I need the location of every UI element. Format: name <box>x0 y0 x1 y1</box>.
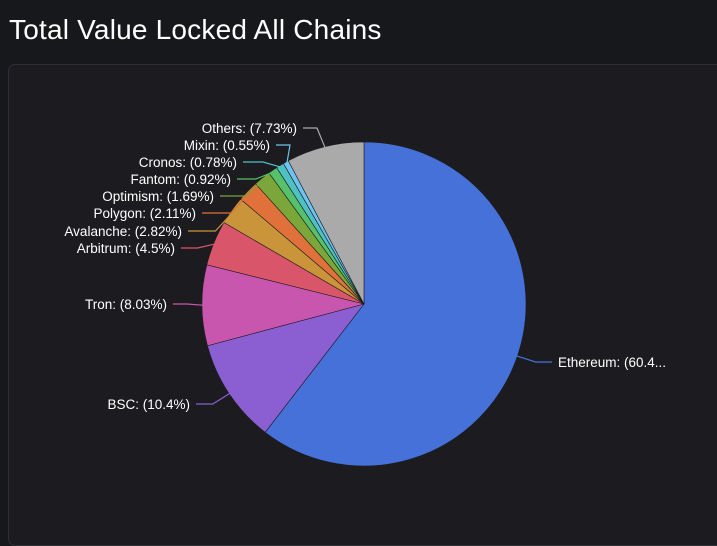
pie-slices <box>201 141 527 467</box>
leader-line-cronos <box>243 161 282 168</box>
slice-label-ethereum: Ethereum: (60.4... <box>558 355 666 370</box>
slice-label-tron: Tron: (8.03%) <box>85 297 167 312</box>
slice-label-optimism: Optimism: (1.69%) <box>102 189 214 204</box>
leader-line-bsc <box>196 392 232 405</box>
slice-label-cronos: Cronos: (0.78%) <box>139 155 237 170</box>
slice-label-arbitrum: Arbitrum: (4.5%) <box>77 241 175 256</box>
slice-label-others: Others: (7.73%) <box>202 121 297 136</box>
leader-line-avalanche <box>188 211 234 232</box>
slice-label-fantom: Fantom: (0.92%) <box>130 172 231 187</box>
slice-label-avalanche: Avalanche: (2.82%) <box>64 224 182 239</box>
page-title: Total Value Locked All Chains <box>9 14 382 45</box>
slice-label-mixin: Mixin: (0.55%) <box>184 138 270 153</box>
leader-line-ethereum <box>515 355 552 363</box>
pie-chart: Ethereum: (60.4... BSC: (10.4%) Tron: (8.0… <box>64 121 666 467</box>
slice-labels: Ethereum: (60.4... BSC: (10.4%) Tron: (8.0… <box>64 121 666 412</box>
slice-label-bsc: BSC: (10.4%) <box>107 397 190 412</box>
label-leaders <box>173 127 552 405</box>
leader-line-optimism <box>220 179 264 197</box>
leader-line-mixin <box>276 144 291 164</box>
leader-line-polygon <box>202 192 250 214</box>
leader-line-arbitrum <box>181 243 216 249</box>
leader-line-fantom <box>237 171 275 180</box>
leader-line-others <box>303 127 327 149</box>
leader-line-tron <box>173 303 205 306</box>
slice-label-polygon: Polygon: (2.11%) <box>93 206 196 221</box>
